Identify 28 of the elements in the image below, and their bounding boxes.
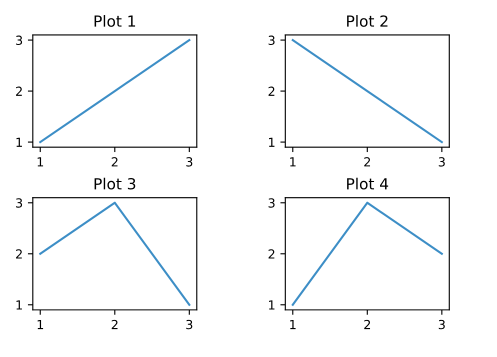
y-tick-label: 1: [269, 300, 274, 310]
y-tick-label: 2: [268, 249, 274, 259]
x-tick-label: 2: [112, 320, 118, 330]
x-tick-label: 2: [364, 157, 370, 166]
y-tick-label: 2: [16, 249, 22, 259]
chart-title: Plot 1: [94, 15, 136, 27]
chart-title: Plot 3: [94, 178, 136, 190]
y-tick-label: 1: [16, 300, 22, 310]
x-tick-label: 3: [438, 157, 445, 167]
chart-title: Plot 2: [347, 15, 388, 27]
y-tick-label: 3: [268, 36, 275, 46]
x-tick-label: 1: [38, 320, 44, 330]
x-tick-label: 2: [112, 157, 118, 166]
x-tick-label: 3: [186, 320, 192, 330]
y-tick-label: 1: [269, 138, 274, 147]
y-tick-label: 2: [16, 86, 22, 96]
y-tick-label: 3: [268, 198, 275, 208]
y-tick-label: 3: [16, 198, 22, 208]
x-tick-label: 3: [186, 157, 192, 167]
x-tick-label: 1: [38, 157, 44, 166]
x-tick-label: 1: [290, 320, 296, 330]
y-tick-label: 2: [268, 86, 274, 96]
y-tick-label: 3: [16, 36, 22, 46]
x-tick-label: 2: [364, 320, 370, 330]
chart-title: Plot 4: [347, 178, 388, 190]
x-tick-label: 1: [290, 157, 296, 166]
x-tick-label: 3: [438, 320, 445, 330]
y-tick-label: 1: [16, 138, 22, 147]
